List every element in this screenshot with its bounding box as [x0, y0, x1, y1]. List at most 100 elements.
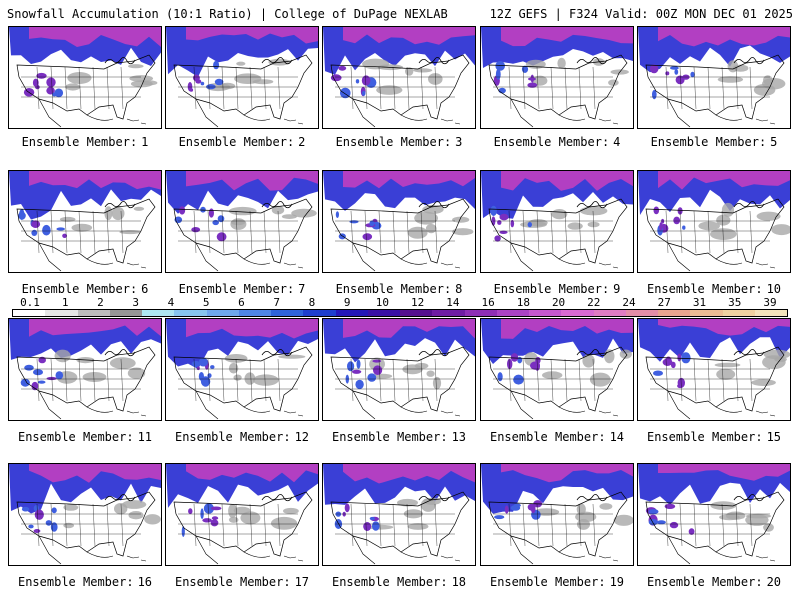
north-america-map-icon — [481, 464, 633, 565]
north-america-map-icon — [323, 171, 475, 272]
ensemble-member-map — [165, 463, 319, 566]
colorbar-tick-label: 9 — [343, 296, 351, 309]
member-label: Ensemble Member: — [21, 135, 138, 149]
colorbar-tick-label: 0.1 — [20, 296, 40, 309]
colorbar-tick-label: 35 — [728, 296, 742, 309]
member-number: 4 — [613, 135, 621, 149]
colorbar-swatch — [238, 310, 271, 316]
ensemble-member-map — [480, 463, 634, 566]
north-america-map-icon — [166, 171, 318, 272]
north-america-map-icon — [323, 464, 475, 565]
colorbar-tick-label: 1 — [61, 296, 69, 309]
member-number: 20 — [766, 575, 782, 589]
colorbar-swatch — [142, 310, 175, 316]
ensemble-member-caption: Ensemble Member: 2 — [163, 135, 321, 149]
colorbar-tick-label: 24 — [622, 296, 636, 309]
ensemble-member-caption: Ensemble Member: 16 — [6, 575, 164, 589]
ensemble-member-caption: Ensemble Member: 11 — [6, 430, 164, 444]
colorbar-swatch — [529, 310, 562, 316]
colorbar-tick-label: 14 — [446, 296, 460, 309]
ensemble-member-map — [480, 26, 634, 129]
ensemble-member-map — [165, 170, 319, 273]
north-america-map-icon — [9, 319, 161, 420]
north-america-map-icon — [481, 319, 633, 420]
ensemble-member-map — [8, 170, 162, 273]
colorbar-tick-label: 20 — [551, 296, 566, 309]
colorbar-swatch — [432, 310, 465, 316]
ensemble-member-map — [637, 318, 791, 421]
header-title: Snowfall Accumulation (10:1 Ratio) | Col… — [7, 7, 448, 21]
colorbar-swatch — [174, 310, 207, 316]
state-borders-icon — [645, 346, 785, 412]
colorbar-tick-label: 39 — [763, 296, 777, 309]
state-borders-icon — [16, 346, 156, 412]
member-number: 19 — [609, 575, 625, 589]
member-number: 10 — [766, 282, 782, 296]
member-number: 2 — [298, 135, 306, 149]
ensemble-member-caption: Ensemble Member: 7 — [163, 282, 321, 296]
member-label: Ensemble Member: — [17, 575, 134, 589]
member-label: Ensemble Member: — [178, 135, 295, 149]
member-number: 16 — [137, 575, 153, 589]
state-borders-icon — [173, 54, 313, 120]
member-label: Ensemble Member: — [493, 135, 610, 149]
state-borders-icon — [173, 346, 313, 412]
member-label: Ensemble Member: — [335, 282, 452, 296]
colorbar-labels: 0.1 1 2 3 4 5 6 7 8 9 10 12 14 16 18 20 22 24 27 31 35 39 — [12, 296, 788, 309]
colorbar-swatch — [722, 310, 755, 316]
ensemble-member-map — [322, 463, 476, 566]
member-label: Ensemble Member: — [489, 575, 606, 589]
colorbar-swatch — [303, 310, 336, 316]
colorbar-tick-label: 3 — [132, 296, 140, 309]
north-america-map-icon — [166, 319, 318, 420]
ensemble-member-caption: Ensemble Member: 12 — [163, 430, 321, 444]
colorbar-tick-label: 10 — [375, 296, 389, 309]
member-number: 11 — [137, 430, 153, 444]
colorbar-tick-label: 31 — [692, 296, 707, 309]
state-borders-icon — [330, 198, 470, 264]
colorbar-swatch — [335, 310, 368, 316]
colorbar-swatch — [690, 310, 723, 316]
member-label: Ensemble Member: — [650, 135, 767, 149]
colorbar-swatch — [367, 310, 400, 316]
ensemble-member-caption: Ensemble Member: 15 — [635, 430, 793, 444]
member-number: 9 — [613, 282, 621, 296]
state-borders-icon — [16, 54, 156, 120]
colorbar-tick-label: 18 — [516, 296, 530, 309]
colorbar-tick-label: 8 — [308, 296, 316, 309]
state-borders-icon — [330, 346, 470, 412]
colorbar-swatch — [625, 310, 658, 316]
snowfall-colorbar — [12, 309, 788, 317]
north-america-map-icon — [166, 27, 318, 128]
state-borders-icon — [330, 491, 470, 557]
colorbar-tick-label: 27 — [657, 296, 671, 309]
member-number: 5 — [770, 135, 778, 149]
ensemble-member-caption: Ensemble Member: 14 — [478, 430, 636, 444]
state-borders-icon — [488, 198, 628, 264]
ensemble-member-map — [8, 318, 162, 421]
ensemble-member-caption: Ensemble Member: 20 — [635, 575, 793, 589]
colorbar-tick-label: 2 — [97, 296, 104, 309]
state-borders-icon — [173, 198, 313, 264]
member-number: 1 — [141, 135, 149, 149]
ensemble-member-caption: Ensemble Member: 3 — [320, 135, 478, 149]
ensemble-member-caption: Ensemble Member: 6 — [6, 282, 164, 296]
ensemble-member-caption: Ensemble Member: 8 — [320, 282, 478, 296]
colorbar-tick-label: 22 — [587, 296, 601, 309]
north-america-map-icon — [638, 27, 790, 128]
run-info: 12Z GEFS | F324 Valid: 00Z MON DEC 01 20… — [489, 7, 793, 21]
colorbar-swatch — [400, 310, 433, 316]
colorbar-swatch — [496, 310, 529, 316]
ensemble-member-caption: Ensemble Member: 18 — [320, 575, 478, 589]
ensemble-member-map — [8, 26, 162, 129]
north-america-map-icon — [166, 464, 318, 565]
member-label: Ensemble Member: — [335, 135, 452, 149]
member-number: 17 — [294, 575, 310, 589]
colorbar-swatch — [593, 310, 626, 316]
snowfall-shading-icon — [638, 319, 790, 362]
state-borders-icon — [16, 198, 156, 264]
member-label: Ensemble Member: — [646, 575, 763, 589]
north-america-map-icon — [638, 171, 790, 272]
member-label: Ensemble Member: — [178, 282, 295, 296]
state-borders-icon — [330, 54, 470, 120]
